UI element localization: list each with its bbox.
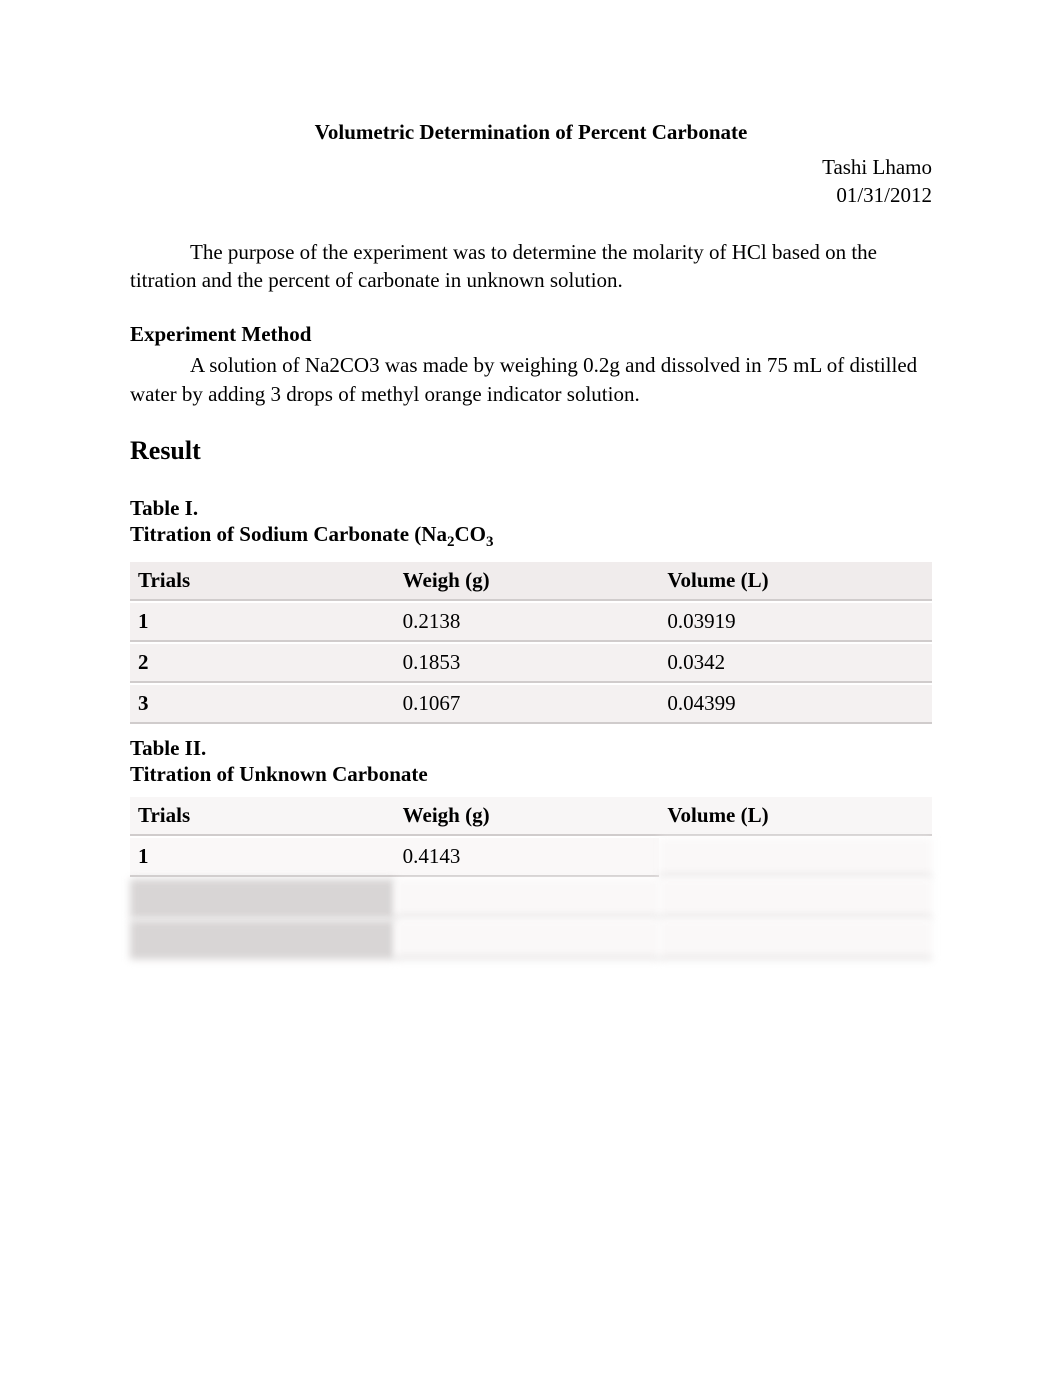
table1-subtitle-mid: CO <box>454 522 486 546</box>
table2-cell-blurred: x <box>130 879 395 918</box>
document-date: 01/31/2012 <box>130 181 932 209</box>
table2-cell-blurred: xxxx <box>395 879 660 918</box>
table2: Trials Weigh (g) Volume (L) 1 0.4143 xxx… <box>130 795 932 961</box>
method-paragraph: A solution of Na2CO3 was made by weighin… <box>130 351 932 408</box>
table-row-blurred: x xxxx xxxx <box>130 879 932 918</box>
table2-col-weigh: Weigh (g) <box>395 797 660 836</box>
table1-cell: 0.0342 <box>659 644 932 683</box>
table1-sub2: 3 <box>486 535 494 551</box>
table1-cell: 0.2138 <box>395 603 660 642</box>
table1: Trials Weigh (g) Volume (L) 1 0.2138 0.0… <box>130 560 932 726</box>
table-row-blurred: x xxxx xxxx <box>130 920 932 959</box>
table1-cell: 0.1853 <box>395 644 660 683</box>
table-row: 1 0.2138 0.03919 <box>130 603 932 642</box>
method-heading: Experiment Method <box>130 322 932 347</box>
intro-paragraph: The purpose of the experiment was to det… <box>130 238 932 295</box>
table1-caption: Table I. <box>130 494 932 522</box>
table1-subtitle-prefix: Titration of Sodium Carbonate (Na <box>130 522 447 546</box>
author-name: Tashi Lhamo <box>130 153 932 181</box>
table1-col-weigh: Weigh (g) <box>395 562 660 601</box>
table2-subtitle: Titration of Unknown Carbonate <box>130 762 932 787</box>
table2-cell-blurred: x <box>130 920 395 959</box>
table1-subtitle: Titration of Sodium Carbonate (Na2CO3 <box>130 522 932 551</box>
table2-cell-blurred: xxxx <box>659 879 932 918</box>
result-heading: Result <box>130 436 932 466</box>
table1-col-volume: Volume (L) <box>659 562 932 601</box>
table2-cell-blurred: xxxx <box>659 838 932 877</box>
table2-caption: Table II. <box>130 734 932 762</box>
table2-col-volume: Volume (L) <box>659 797 932 836</box>
table1-col-trials: Trials <box>130 562 395 601</box>
table1-cell: 0.1067 <box>395 685 660 724</box>
table1-cell: 0.03919 <box>659 603 932 642</box>
table1-cell: 0.04399 <box>659 685 932 724</box>
table-row: 1 0.4143 xxxx <box>130 838 932 877</box>
table1-header-row: Trials Weigh (g) Volume (L) <box>130 562 932 601</box>
table2-cell: 0.4143 <box>395 838 660 877</box>
table2-col-trials: Trials <box>130 797 395 836</box>
table1-cell: 1 <box>130 603 395 642</box>
table2-cell-blurred: xxxx <box>395 920 660 959</box>
author-block: Tashi Lhamo 01/31/2012 <box>130 153 932 210</box>
table2-cell-blurred: xxxx <box>659 920 932 959</box>
table2-header-row: Trials Weigh (g) Volume (L) <box>130 797 932 836</box>
table-row: 3 0.1067 0.04399 <box>130 685 932 724</box>
table2-cell: 1 <box>130 838 395 877</box>
document-title: Volumetric Determination of Percent Carb… <box>130 120 932 145</box>
table1-cell: 3 <box>130 685 395 724</box>
table-row: 2 0.1853 0.0342 <box>130 644 932 683</box>
table1-cell: 2 <box>130 644 395 683</box>
